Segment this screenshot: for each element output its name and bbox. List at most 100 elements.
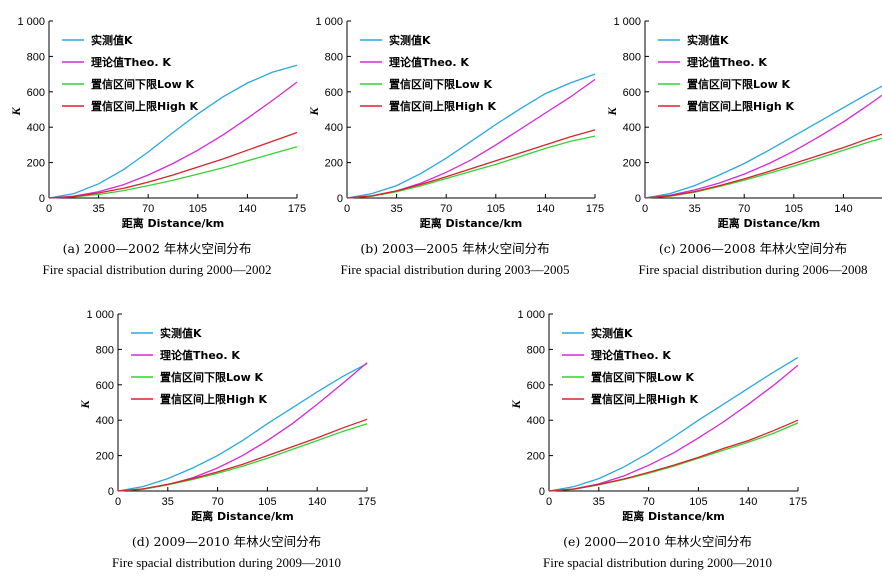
x-tick-label: 175 — [288, 203, 306, 215]
x-tick-label: 105 — [258, 496, 276, 508]
x-tick-label: 0 — [546, 496, 552, 508]
x-tick-label: 140 — [536, 203, 554, 215]
y-tick-label: 1 000 — [613, 16, 641, 28]
legend-label: 实测值K — [687, 33, 729, 47]
y-tick-label: 600 — [96, 380, 114, 392]
y-tick-label: 400 — [527, 415, 545, 427]
series-line-high — [644, 133, 882, 199]
x-tick-label: 35 — [390, 203, 402, 215]
x-tick-label: 70 — [211, 496, 223, 508]
y-tick-label: 800 — [527, 344, 545, 356]
legend-label: 理论值Theo. K — [91, 55, 171, 69]
legend-label: 实测值K — [91, 33, 133, 47]
x-axis-title: 距离 Distance/km — [191, 509, 294, 523]
legend-label: 理论值Theo. K — [160, 348, 240, 362]
y-tick-label: 0 — [539, 486, 545, 498]
y-tick-label: 600 — [623, 87, 641, 99]
x-axis-title: 距离 Distance/km — [122, 216, 225, 230]
y-tick-label: 200 — [96, 451, 114, 463]
series-line-low — [117, 423, 368, 492]
chart-panel-a: 0 200 400 600 800 1 000 0 35 70 105 140 175 距离 Dista… — [9, 16, 306, 277]
caption-en: Fire spacial distribution during 2000—20… — [543, 555, 772, 570]
x-tick-label: 105 — [189, 203, 207, 215]
y-tick-label: 200 — [27, 158, 45, 170]
y-tick-label: 200 — [623, 158, 641, 170]
x-tick-label: 140 — [834, 203, 852, 215]
legend-label: 置信区间下限Low K — [160, 370, 264, 384]
legend-label: 置信区间下限Low K — [591, 370, 695, 384]
legend-label: 置信区间上限High K — [591, 392, 699, 406]
x-tick-label: 70 — [142, 203, 154, 215]
y-axis-title: K — [605, 107, 619, 117]
y-axis-title: K — [307, 107, 321, 117]
y-tick-label: 0 — [108, 486, 114, 498]
caption-zh: (a) 2000—2002 年林火空间分布 — [63, 241, 252, 256]
y-tick-label: 600 — [527, 380, 545, 392]
x-tick-label: 70 — [738, 203, 750, 215]
legend-label: 理论值Theo. K — [591, 348, 671, 362]
legend-label: 置信区间下限Low K — [389, 77, 493, 91]
legend-label: 置信区间下限Low K — [91, 77, 195, 91]
x-tick-label: 175 — [358, 496, 376, 508]
x-tick-label: 105 — [689, 496, 707, 508]
caption-zh: (d) 2009—2010 年林火空间分布 — [132, 534, 321, 549]
caption-en: Fire spacial distribution during 2003—20… — [341, 262, 570, 277]
caption-en: Fire spacial distribution during 2006—20… — [639, 262, 868, 277]
y-axis-title: K — [78, 400, 92, 410]
y-tick-label: 1 000 — [315, 16, 343, 28]
series-line-high — [346, 129, 596, 199]
x-tick-label: 140 — [308, 496, 326, 508]
series-line-theoretical — [548, 364, 799, 492]
caption-en: Fire spacial distribution during 2009—20… — [112, 555, 341, 570]
chart-panel-d: 0 200 400 600 800 1 000 0 35 70 105 140 175 距离 Dista… — [78, 309, 376, 570]
series-line-theoretical — [644, 94, 882, 199]
x-tick-label: 0 — [344, 203, 350, 215]
series-line-observed — [117, 363, 368, 492]
legend-label: 实测值K — [389, 33, 431, 47]
x-axis-title: 距离 Distance/km — [420, 216, 523, 230]
y-tick-label: 800 — [325, 51, 343, 63]
y-tick-label: 400 — [623, 122, 641, 134]
caption-en: Fire spacial distribution during 2000—20… — [43, 262, 272, 277]
y-tick-label: 800 — [27, 51, 45, 63]
series-line-high — [48, 131, 298, 199]
y-tick-label: 600 — [325, 87, 343, 99]
series-line-low — [346, 135, 596, 199]
caption-zh: (c) 2006—2008 年林火空间分布 — [659, 241, 847, 256]
series-line-theoretical — [346, 78, 596, 199]
y-axis-title: K — [9, 107, 23, 117]
legend-label: 理论值Theo. K — [389, 55, 469, 69]
y-tick-label: 1 000 — [86, 309, 114, 321]
series-line-observed — [346, 73, 596, 199]
x-tick-label: 35 — [162, 496, 174, 508]
x-tick-label: 35 — [688, 203, 700, 215]
y-tick-label: 600 — [27, 87, 45, 99]
x-tick-label: 0 — [642, 203, 648, 215]
x-tick-label: 105 — [487, 203, 505, 215]
y-tick-label: 1 000 — [17, 16, 45, 28]
legend-label: 实测值K — [591, 326, 633, 340]
legend-label: 置信区间上限High K — [687, 99, 795, 113]
legend-label: 置信区间上限High K — [160, 392, 268, 406]
x-tick-label: 140 — [238, 203, 256, 215]
x-tick-label: 70 — [440, 203, 452, 215]
y-tick-label: 400 — [27, 122, 45, 134]
legend-label: 置信区间上限High K — [389, 99, 497, 113]
x-axis-title: 距离 Distance/km — [718, 216, 821, 230]
series-line-observed — [548, 356, 799, 492]
legend-label: 置信区间上限High K — [91, 99, 199, 113]
y-tick-label: 400 — [325, 122, 343, 134]
legend-label: 实测值K — [160, 326, 202, 340]
x-tick-label: 105 — [785, 203, 803, 215]
y-tick-label: 200 — [527, 451, 545, 463]
x-tick-label: 175 — [789, 496, 807, 508]
x-tick-label: 0 — [115, 496, 121, 508]
caption-zh: (b) 2003—2005 年林火空间分布 — [360, 241, 549, 256]
chart-panel-b: 0 200 400 600 800 1 000 0 35 70 105 140 175 距离 Dista… — [307, 16, 604, 277]
x-axis-title: 距离 Distance/km — [622, 509, 725, 523]
y-tick-label: 0 — [635, 193, 641, 205]
y-tick-label: 200 — [325, 158, 343, 170]
series-line-high — [117, 418, 368, 492]
x-tick-label: 175 — [586, 203, 604, 215]
